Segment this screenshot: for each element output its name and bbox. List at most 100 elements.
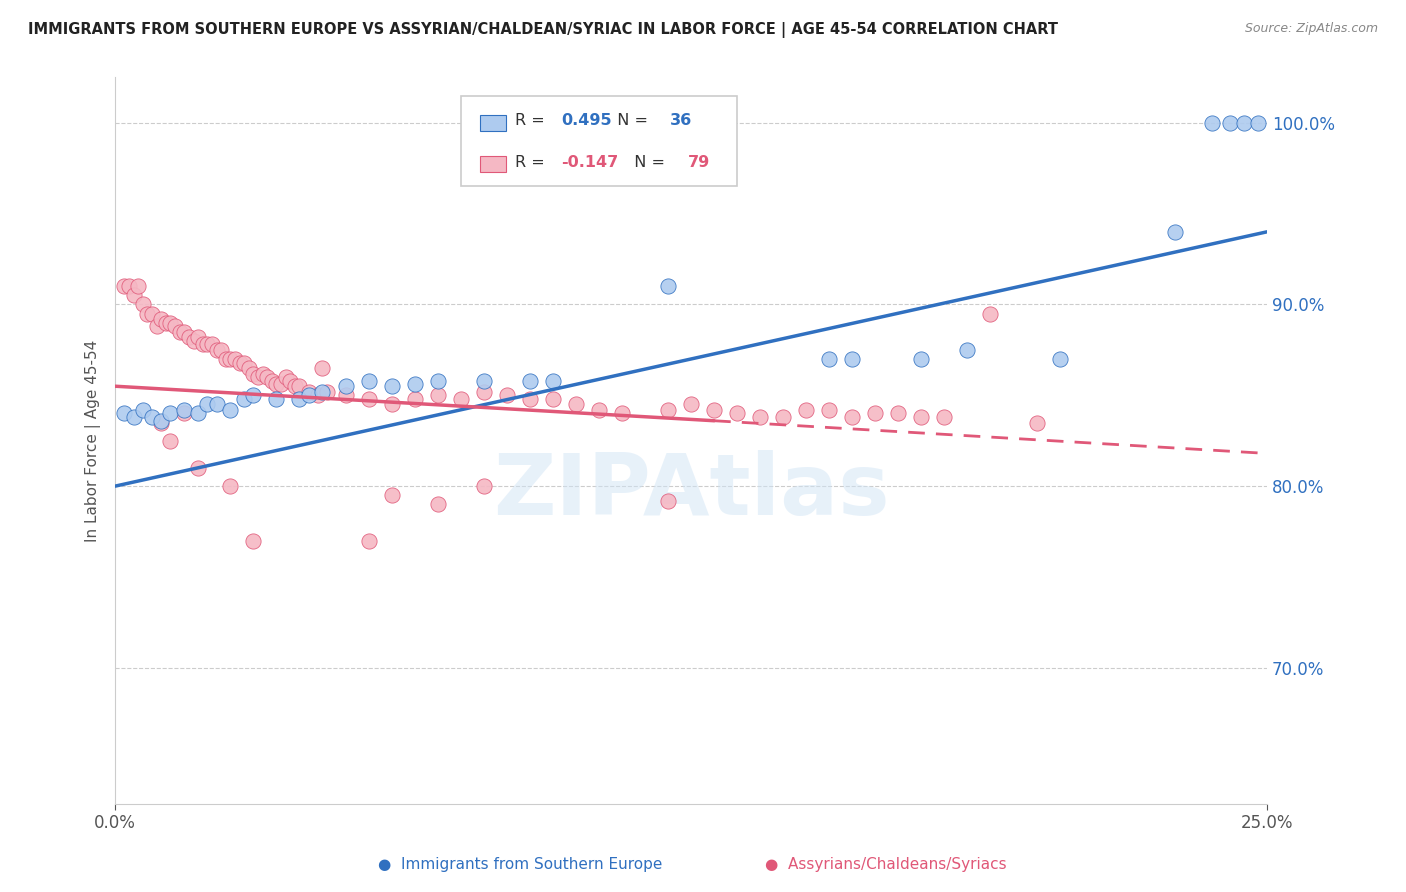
Point [818,402,841,417]
Point [1025,416,1047,430]
Point [910,410,932,425]
Text: R =: R = [515,113,550,128]
Point [381,379,404,393]
Point [588,402,610,417]
Point [357,374,380,388]
Point [266,377,288,392]
Point [169,325,191,339]
Point [519,374,541,388]
Text: ●  Assyrians/Chaldeans/Syriacs: ● Assyrians/Chaldeans/Syriacs [765,857,1007,872]
Text: R =: R = [515,154,550,169]
Point [242,367,264,381]
Point [910,351,932,366]
Point [1247,116,1270,130]
Point [703,402,725,417]
Point [1164,225,1187,239]
Point [173,325,195,339]
Point [205,343,228,357]
Point [794,402,817,417]
Text: ZIPAtlas: ZIPAtlas [492,450,890,533]
Y-axis label: In Labor Force | Age 45-54: In Labor Force | Age 45-54 [86,340,101,541]
Point [187,330,209,344]
Point [224,351,246,366]
Point [316,384,339,399]
Point [657,493,679,508]
Point [270,377,292,392]
FancyBboxPatch shape [481,115,506,130]
Point [335,379,357,393]
Point [887,407,910,421]
Point [136,307,159,321]
Point [219,479,242,493]
Point [284,379,307,393]
Point [657,279,679,293]
Point [141,307,163,321]
Point [132,402,155,417]
Point [426,374,449,388]
Text: N =: N = [624,154,671,169]
FancyBboxPatch shape [461,95,737,186]
Point [288,392,311,406]
Point [159,316,181,330]
Point [201,337,224,351]
Point [150,312,173,326]
Point [195,397,218,411]
Point [122,288,145,302]
Point [311,361,333,376]
Point [357,533,380,548]
Point [150,414,173,428]
Point [150,416,173,430]
Text: 0.495: 0.495 [561,113,612,128]
Point [772,410,794,425]
Point [1219,116,1241,130]
Point [865,407,887,421]
Point [335,388,357,402]
Point [298,388,321,402]
Point [205,397,228,411]
Point [145,319,167,334]
Point [381,488,404,502]
Point [173,402,195,417]
Point [541,374,564,388]
Point [187,407,209,421]
Point [266,392,288,406]
Point [934,410,956,425]
Point [159,407,181,421]
Text: 36: 36 [671,113,693,128]
Point [215,351,238,366]
Point [956,343,979,357]
Point [118,279,141,293]
Point [127,279,149,293]
Text: Source: ZipAtlas.com: Source: ZipAtlas.com [1244,22,1378,36]
Point [657,402,679,417]
Text: -0.147: -0.147 [561,154,619,169]
Point [426,497,449,511]
Point [472,384,495,399]
Point [1049,351,1071,366]
Point [260,374,283,388]
Point [252,367,274,381]
Point [357,392,380,406]
Point [132,297,155,311]
Point [173,407,195,421]
Point [404,392,426,406]
Point [246,370,269,384]
Point [472,374,495,388]
FancyBboxPatch shape [481,156,506,172]
Point [112,279,135,293]
Point [183,334,205,348]
Point [450,392,472,406]
Point [159,434,181,448]
Text: N =: N = [607,113,654,128]
Point [233,356,256,370]
Text: ●  Immigrants from Southern Europe: ● Immigrants from Southern Europe [378,857,662,872]
Point [155,316,177,330]
Point [233,392,256,406]
Point [1233,116,1256,130]
Point [749,410,772,425]
Point [238,361,260,376]
Point [679,397,702,411]
Point [519,392,541,406]
Point [278,374,301,388]
Point [565,397,588,411]
